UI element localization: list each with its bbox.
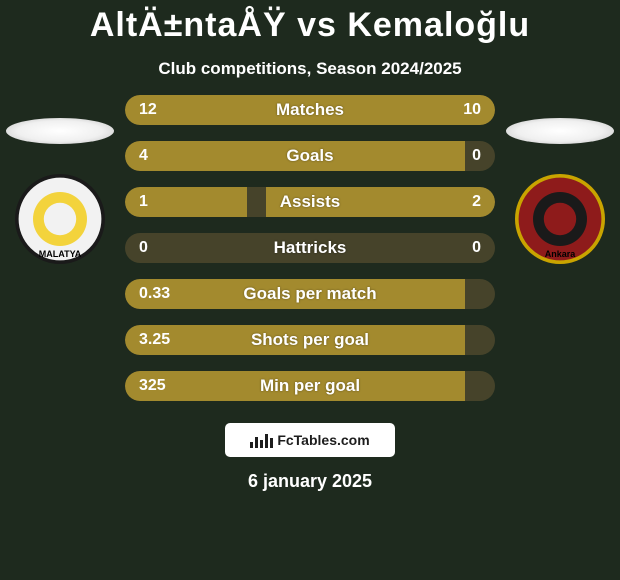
- stat-row: Assists 1 2: [125, 187, 495, 217]
- svg-text:MALATYA: MALATYA: [39, 249, 82, 259]
- stat-value-right: 2: [472, 193, 481, 211]
- right-team-column: Ankara: [506, 118, 614, 264]
- stat-label: Min per goal: [260, 376, 360, 396]
- stat-value-right: 0: [472, 239, 481, 257]
- stat-value-right: 10: [463, 101, 481, 119]
- left-team-column: MALATYA: [6, 118, 114, 264]
- right-oval-icon: [506, 118, 614, 144]
- page-subtitle: Club competitions, Season 2024/2025: [158, 59, 461, 79]
- stat-value-right: 0: [472, 147, 481, 165]
- stat-label: Assists: [280, 192, 340, 212]
- stat-label: Goals per match: [243, 284, 376, 304]
- brand-badge[interactable]: FcTables.com: [225, 423, 395, 457]
- left-team-crest[interactable]: MALATYA: [15, 174, 105, 264]
- stat-value-left: 325: [139, 377, 166, 395]
- bar-chart-icon: [250, 432, 273, 448]
- stat-row: Shots per goal 3.25: [125, 325, 495, 355]
- stat-value-left: 0.33: [139, 285, 170, 303]
- right-team-crest[interactable]: Ankara: [515, 174, 605, 264]
- stat-label: Goals: [286, 146, 333, 166]
- stat-row: Goals 4 0: [125, 141, 495, 171]
- svg-text:Ankara: Ankara: [545, 249, 577, 259]
- stats-column: Matches1210Goals40Assists12Hattricks00Go…: [125, 95, 495, 401]
- stat-value-left: 4: [139, 147, 148, 165]
- brand-text: FcTables.com: [277, 432, 369, 448]
- page-title: AltÄ±ntaÅŸ vs Kemaloğlu: [90, 6, 530, 45]
- stat-label: Shots per goal: [251, 330, 369, 350]
- stat-label: Matches: [276, 100, 344, 120]
- stat-value-left: 12: [139, 101, 157, 119]
- stat-value-left: 1: [139, 193, 148, 211]
- stat-row: Min per goal 325: [125, 371, 495, 401]
- stat-label: Hattricks: [274, 238, 347, 258]
- date-text: 6 january 2025: [248, 471, 372, 492]
- stat-value-left: 3.25: [139, 331, 170, 349]
- stat-row: Goals per match 0.33: [125, 279, 495, 309]
- stat-row: Matches 12 10: [125, 95, 495, 125]
- stat-value-left: 0: [139, 239, 148, 257]
- left-oval-icon: [6, 118, 114, 144]
- stat-row: Hattricks 0 0: [125, 233, 495, 263]
